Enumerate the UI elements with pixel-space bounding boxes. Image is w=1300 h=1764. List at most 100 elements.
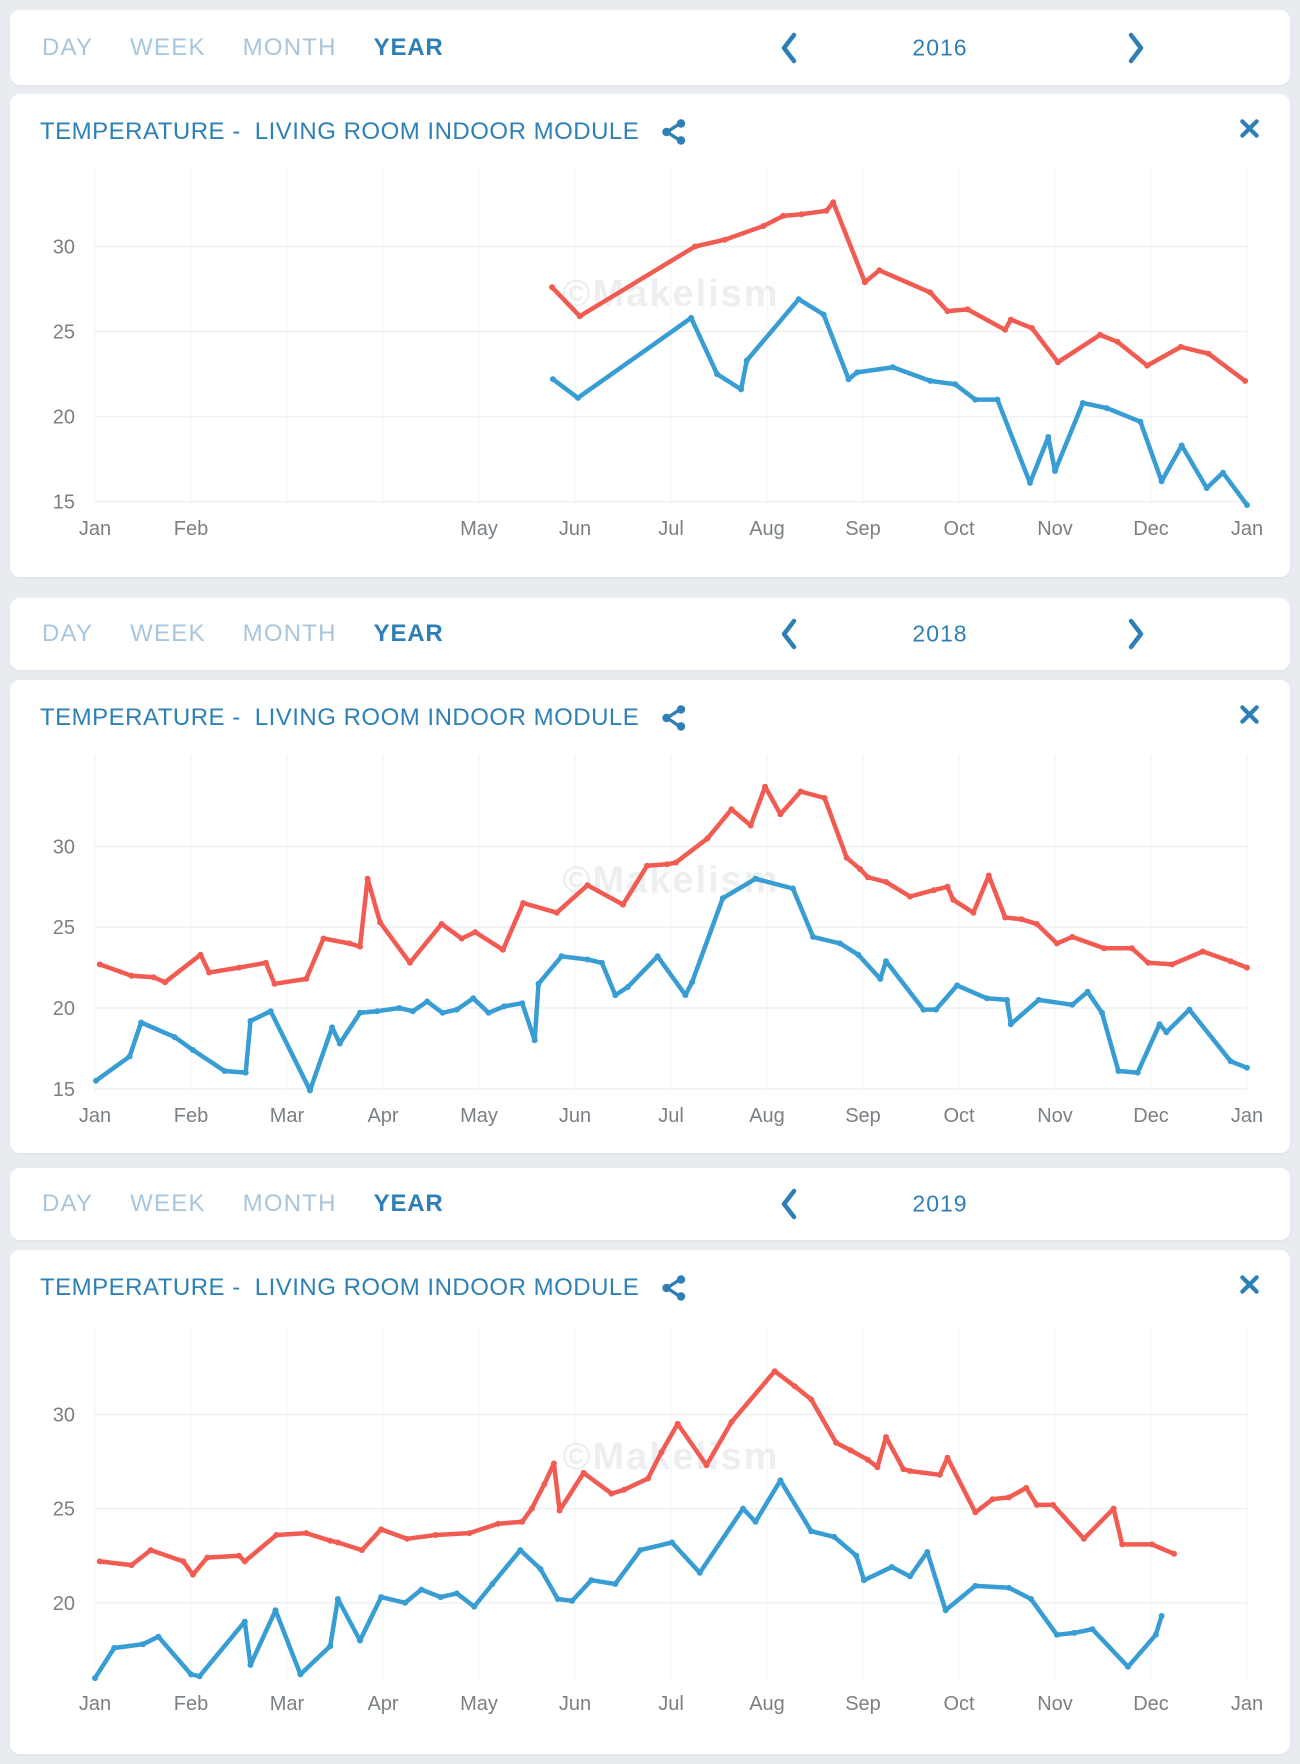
chevron-left-icon	[781, 1188, 797, 1220]
next-year-button[interactable]	[1127, 32, 1145, 64]
share-button[interactable]	[661, 118, 688, 146]
svg-text:Oct: Oct	[943, 1105, 975, 1127]
year-label: 2018	[912, 620, 968, 647]
svg-text:25: 25	[53, 322, 75, 344]
temperature-chart-card-2016: TEMPERATURE - LIVING ROOM INDOOR MODULE 1…	[10, 94, 1290, 577]
svg-text:Jan: Jan	[79, 1105, 111, 1127]
share-icon	[662, 1275, 686, 1301]
svg-text:May: May	[460, 518, 498, 540]
svg-text:Dec: Dec	[1133, 1105, 1169, 1127]
svg-text:Mar: Mar	[270, 1693, 305, 1715]
svg-text:Jun: Jun	[559, 1693, 591, 1715]
svg-text:May: May	[460, 1105, 498, 1127]
svg-text:30: 30	[53, 237, 75, 259]
svg-text:Sep: Sep	[845, 1105, 881, 1127]
tab-day[interactable]: DAY	[42, 1190, 94, 1217]
svg-text:Jan: Jan	[79, 518, 111, 540]
svg-text:Oct: Oct	[943, 518, 975, 540]
svg-text:Feb: Feb	[174, 1693, 208, 1715]
svg-text:30: 30	[53, 836, 75, 858]
tab-month[interactable]: MONTH	[242, 620, 337, 647]
svg-text:Jan: Jan	[1231, 1105, 1263, 1127]
svg-text:Aug: Aug	[749, 1105, 785, 1127]
svg-text:Jan: Jan	[1231, 518, 1263, 540]
share-icon	[662, 705, 686, 731]
svg-text:Jul: Jul	[658, 1105, 684, 1127]
temperature-line-chart-2018: 15 20 25 30 ©Makelism Jan Feb Mar Apr May Jun Jul Au…	[53, 756, 1263, 1127]
range-toolbar-2016: DAY WEEK MONTH YEAR 2016	[10, 10, 1290, 85]
next-year-button[interactable]	[1127, 618, 1145, 650]
chevron-right-icon	[1128, 32, 1144, 63]
svg-text:Oct: Oct	[943, 1693, 975, 1715]
year-label: 2016	[912, 34, 968, 60]
chart-title-row: TEMPERATURE - LIVING ROOM INDOOR MODULE	[40, 1274, 688, 1302]
svg-text:Aug: Aug	[749, 1693, 785, 1715]
tab-week[interactable]: WEEK	[130, 620, 206, 647]
range-tabs: DAY WEEK MONTH YEAR	[10, 1168, 1290, 1240]
close-icon	[1240, 1275, 1259, 1294]
svg-text:20: 20	[53, 998, 75, 1020]
svg-text:Dec: Dec	[1133, 518, 1169, 540]
tab-day[interactable]: DAY	[42, 620, 94, 647]
chart-title-row: TEMPERATURE - LIVING ROOM INDOOR MODULE	[40, 118, 688, 146]
tab-month[interactable]: MONTH	[242, 1190, 337, 1217]
svg-text:Jun: Jun	[559, 518, 591, 540]
chart-title: TEMPERATURE - LIVING ROOM INDOOR MODULE	[40, 118, 640, 145]
range-tabs: DAY WEEK MONTH YEAR	[10, 10, 1290, 85]
prev-year-button[interactable]	[780, 1188, 798, 1220]
svg-text:Nov: Nov	[1037, 1693, 1073, 1715]
svg-text:Aug: Aug	[749, 518, 785, 540]
tab-year[interactable]: YEAR	[373, 1190, 444, 1217]
range-toolbar-2019: DAY WEEK MONTH YEAR 2019	[10, 1168, 1290, 1240]
tab-year[interactable]: YEAR	[373, 33, 444, 61]
svg-text:Jul: Jul	[658, 1693, 684, 1715]
svg-text:Sep: Sep	[845, 1693, 881, 1715]
tab-year[interactable]: YEAR	[373, 620, 444, 647]
svg-text:Dec: Dec	[1133, 1693, 1169, 1715]
close-button[interactable]	[1239, 704, 1260, 725]
svg-text:15: 15	[53, 1079, 75, 1101]
svg-text:Apr: Apr	[367, 1105, 398, 1127]
svg-text:15: 15	[53, 492, 75, 514]
tab-week[interactable]: WEEK	[130, 1190, 206, 1217]
close-button[interactable]	[1239, 118, 1260, 139]
svg-text:©Makelism: ©Makelism	[562, 859, 779, 901]
svg-text:25: 25	[53, 917, 75, 939]
share-button[interactable]	[661, 704, 688, 732]
svg-text:Jan: Jan	[1231, 1693, 1263, 1715]
svg-text:©Makelism: ©Makelism	[562, 273, 779, 315]
close-button[interactable]	[1239, 1274, 1260, 1295]
svg-text:30: 30	[53, 1405, 75, 1427]
tab-week[interactable]: WEEK	[130, 33, 206, 61]
svg-text:Jul: Jul	[658, 518, 684, 540]
prev-year-button[interactable]	[780, 32, 798, 64]
chart-title: TEMPERATURE - LIVING ROOM INDOOR MODULE	[40, 704, 640, 731]
close-icon	[1240, 119, 1259, 138]
svg-text:20: 20	[53, 1593, 75, 1615]
chart-title-row: TEMPERATURE - LIVING ROOM INDOOR MODULE	[40, 704, 688, 732]
svg-text:Feb: Feb	[174, 518, 208, 540]
svg-text:©Makelism: ©Makelism	[562, 1436, 779, 1478]
range-tabs: DAY WEEK MONTH YEAR	[10, 598, 1290, 670]
svg-text:Apr: Apr	[367, 1693, 398, 1715]
svg-text:Feb: Feb	[174, 1105, 208, 1127]
temperature-chart-card-2019: TEMPERATURE - LIVING ROOM INDOOR MODULE 2…	[10, 1250, 1290, 1754]
share-button[interactable]	[661, 1274, 688, 1302]
share-icon	[662, 119, 686, 145]
svg-text:Jun: Jun	[559, 1105, 591, 1127]
svg-text:20: 20	[53, 407, 75, 429]
svg-text:Mar: Mar	[270, 1105, 305, 1127]
svg-text:Nov: Nov	[1037, 1105, 1073, 1127]
chevron-left-icon	[781, 32, 797, 63]
year-label: 2019	[912, 1190, 968, 1217]
svg-text:Sep: Sep	[845, 518, 881, 540]
chevron-right-icon	[1128, 618, 1144, 650]
tab-month[interactable]: MONTH	[242, 33, 337, 61]
prev-year-button[interactable]	[780, 618, 798, 650]
tab-day[interactable]: DAY	[42, 33, 94, 61]
temperature-chart-card-2018: TEMPERATURE - LIVING ROOM INDOOR MODULE 1…	[10, 680, 1290, 1153]
chart-title: TEMPERATURE - LIVING ROOM INDOOR MODULE	[40, 1274, 640, 1301]
svg-text:25: 25	[53, 1499, 75, 1521]
svg-text:Nov: Nov	[1037, 518, 1073, 540]
